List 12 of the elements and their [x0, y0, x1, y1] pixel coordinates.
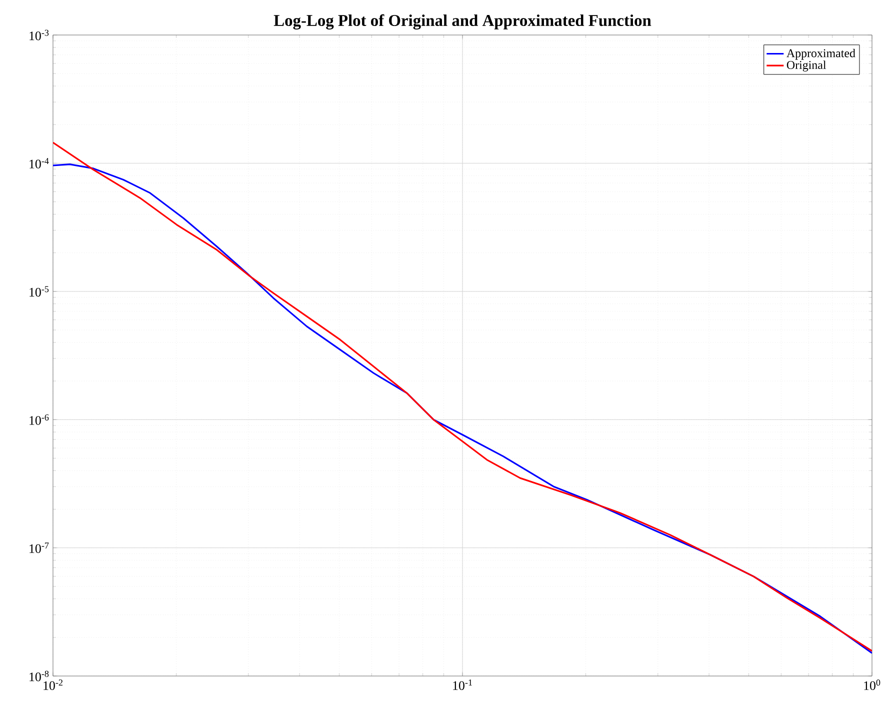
y-tick-label: 10$^{-6}$	[30, 414, 49, 425]
x-tick-label: 10$^{-1}$	[453, 680, 472, 690]
chart-title: Log-Log Plot of Original and Approximated Function	[274, 14, 652, 30]
y-tick-label: 10$^{-4}$	[30, 158, 49, 168]
x-tick-label: 10$^{-2}$	[44, 680, 62, 690]
y-tick-label: 10$^{-7}$	[30, 542, 49, 554]
y-tick-label: 10$^{-3}$	[30, 30, 49, 40]
legend-label: Original	[786, 60, 826, 72]
x-tick-label: 10$^{0}$	[864, 680, 880, 690]
y-tick-label: 10$^{-5}$	[30, 286, 49, 297]
legend-label: Approximated	[786, 48, 856, 60]
y-tick-label: 10$^{-8}$	[30, 670, 49, 682]
